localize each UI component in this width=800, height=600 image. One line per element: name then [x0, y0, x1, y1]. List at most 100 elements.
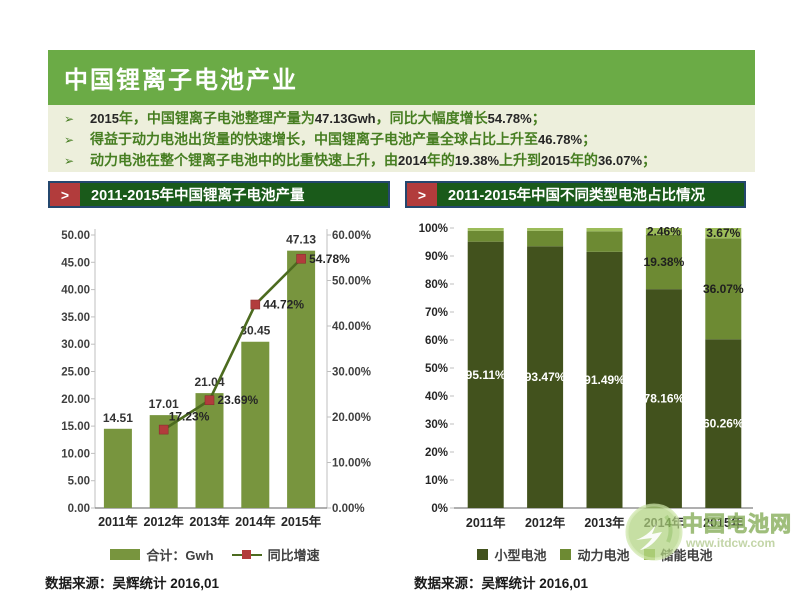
- source-note-left: 数据来源：吴辉统计 2016,01: [45, 576, 220, 591]
- line-series-swatch: [231, 549, 262, 560]
- legend-item-power-battery: 动力电池: [560, 545, 630, 564]
- svg-text:50.00%: 50.00%: [332, 276, 371, 288]
- legend-label: 储能电池: [660, 548, 713, 563]
- x-axis-label: 2012年: [144, 514, 185, 529]
- bar-2015年: [287, 250, 316, 508]
- x-axis-label: 2014年: [235, 514, 276, 529]
- stack-segment-储能电池: [527, 228, 564, 231]
- chevron-right-icon: >: [50, 183, 80, 206]
- svg-text:50.00: 50.00: [61, 230, 90, 242]
- bullet-text: 2015年，中国锂离子电池整理产量为47.13Gwh，同比大幅度增长54.78%…: [90, 111, 546, 127]
- stack-segment-动力电池: [586, 231, 623, 252]
- legend-label: 动力电池: [577, 548, 630, 563]
- right-chart-title: 2011-2015年中国不同类型电池占比情况: [448, 188, 706, 204]
- svg-text:40.00%: 40.00%: [332, 321, 371, 333]
- line-point-label: 17.23%: [169, 410, 210, 424]
- line-point: [296, 253, 306, 264]
- stack-segment-小型电池: [645, 289, 682, 508]
- bar-2011年: [103, 428, 132, 508]
- svg-text:40.00: 40.00: [61, 285, 90, 297]
- summary-bullets-panel: ➢ 2015年，中国锂离子电池整理产量为47.13Gwh，同比大幅度增长54.78…: [48, 105, 755, 172]
- svg-text:20.00%: 20.00%: [332, 412, 371, 424]
- segment-label: 2.46%: [647, 224, 681, 238]
- segment-label: 91.49%: [584, 373, 625, 387]
- production-chart-box: 0.00 5.00 10.00 15.00 20.00 25.00 30.00 35.00 40…: [38, 213, 392, 578]
- segment-label: 93.47%: [525, 370, 566, 384]
- bullet-item: ➢ 得益于动力电池出货量的快速增长，中国锂离子电池产量全球占比上升至46.78%；: [60, 129, 743, 150]
- stack-segment-小型电池: [527, 246, 564, 508]
- svg-text:40%: 40%: [425, 391, 448, 403]
- left-chart-title: 2011-2015年中国锂离子电池产量: [91, 188, 305, 204]
- stack-segment-动力电池: [705, 238, 742, 340]
- line-point-label: 44.72%: [263, 298, 304, 312]
- share-chart-box: 0% 10% 20% 30% 40% 50% 60% 70% 80% 90% 100% 95.11% 9…: [408, 213, 782, 578]
- line-point-label: 54.78%: [309, 252, 350, 266]
- left-chart-title-bar: > 2011-2015年中国锂离子电池产量: [48, 181, 390, 208]
- bar-2014年: [241, 341, 270, 508]
- svg-text:45.00: 45.00: [61, 257, 90, 269]
- line-point: [204, 395, 215, 406]
- share-chart-legend: 小型电池 动力电池 储能电池: [408, 545, 782, 564]
- x-axis-label: 2013年: [189, 514, 230, 529]
- legend-label: 合计：Gwh: [146, 548, 214, 563]
- legend-item-small-battery: 小型电池: [477, 545, 546, 564]
- legend-item-growth: 同比增速: [231, 545, 320, 564]
- stack-segment-储能电池: [705, 228, 742, 239]
- stack-segment-储能电池: [467, 228, 504, 231]
- line-point: [250, 299, 261, 310]
- legend-label: 小型电池: [494, 548, 547, 563]
- svg-text:25.00: 25.00: [61, 367, 90, 379]
- source-note-right: 数据来源：吴辉统计 2016,01: [414, 576, 589, 591]
- svg-text:90%: 90%: [425, 251, 448, 263]
- bullet-item: ➢ 动力电池在整个锂离子电池中的比重快速上升，由2014年的19.38%上升到20…: [60, 150, 743, 171]
- x-axis-label: 2015年: [281, 514, 322, 529]
- line-point: [158, 424, 169, 435]
- bullet-item: ➢ 2015年，中国锂离子电池整理产量为47.13Gwh，同比大幅度增长54.78…: [60, 108, 743, 129]
- bar-label: 14.51: [103, 411, 133, 425]
- stack-segment-小型电池: [586, 251, 623, 508]
- stack-segment-小型电池: [705, 339, 742, 508]
- svg-text:0.00: 0.00: [68, 503, 90, 515]
- bar-2013年: [195, 393, 224, 508]
- svg-text:100%: 100%: [419, 223, 448, 235]
- svg-text:10.00%: 10.00%: [332, 458, 371, 470]
- svg-text:35.00: 35.00: [61, 312, 90, 324]
- x-axis-label: 2012年: [525, 515, 566, 530]
- legend-item-total: 合计：Gwh: [110, 545, 214, 564]
- segment-label: 3.67%: [706, 226, 740, 240]
- x-axis-label: 2011年: [98, 514, 138, 529]
- x-axis-label: 2014年: [644, 515, 685, 530]
- line-point-label: 23.69%: [218, 393, 259, 407]
- bar-label: 17.01: [149, 397, 179, 411]
- svg-text:20%: 20%: [425, 447, 448, 459]
- bullet-arrow-icon: ➢: [64, 133, 75, 147]
- growth-line: [162, 257, 303, 431]
- svg-text:0.00%: 0.00%: [332, 503, 365, 515]
- svg-text:10.00: 10.00: [61, 448, 90, 460]
- x-axis-label: 2015年: [703, 515, 744, 530]
- bullet-arrow-icon: ➢: [64, 154, 75, 168]
- stack-segment-动力电池: [527, 230, 564, 247]
- x-axis-label: 2011年: [466, 515, 506, 530]
- svg-text:50%: 50%: [425, 363, 448, 375]
- bullet-arrow-icon: ➢: [64, 112, 75, 126]
- segment-label: 36.07%: [703, 282, 744, 296]
- x-axis-label: 2013年: [584, 515, 625, 530]
- segment-label: 78.16%: [644, 392, 685, 406]
- bullet-text: 动力电池在整个锂离子电池中的比重快速上升，由2014年的19.38%上升到201…: [90, 153, 657, 169]
- stack-segment-动力电池: [467, 230, 504, 242]
- chevron-right-icon: >: [407, 183, 437, 206]
- svg-text:15.00: 15.00: [61, 421, 90, 433]
- segment-label: 60.26%: [703, 417, 744, 431]
- svg-text:5.00: 5.00: [68, 476, 90, 488]
- bar-label: 47.13: [286, 233, 316, 247]
- legend-label: 同比增速: [267, 548, 320, 563]
- production-chart-legend: 合计：Gwh 同比增速: [38, 545, 392, 564]
- svg-text:0%: 0%: [431, 503, 448, 515]
- page-title: 中国锂离子电池产业: [64, 68, 298, 94]
- stack-segment-小型电池: [467, 241, 504, 508]
- svg-text:80%: 80%: [425, 279, 448, 291]
- segment-label: 19.38%: [644, 255, 685, 269]
- svg-text:30.00: 30.00: [61, 339, 90, 351]
